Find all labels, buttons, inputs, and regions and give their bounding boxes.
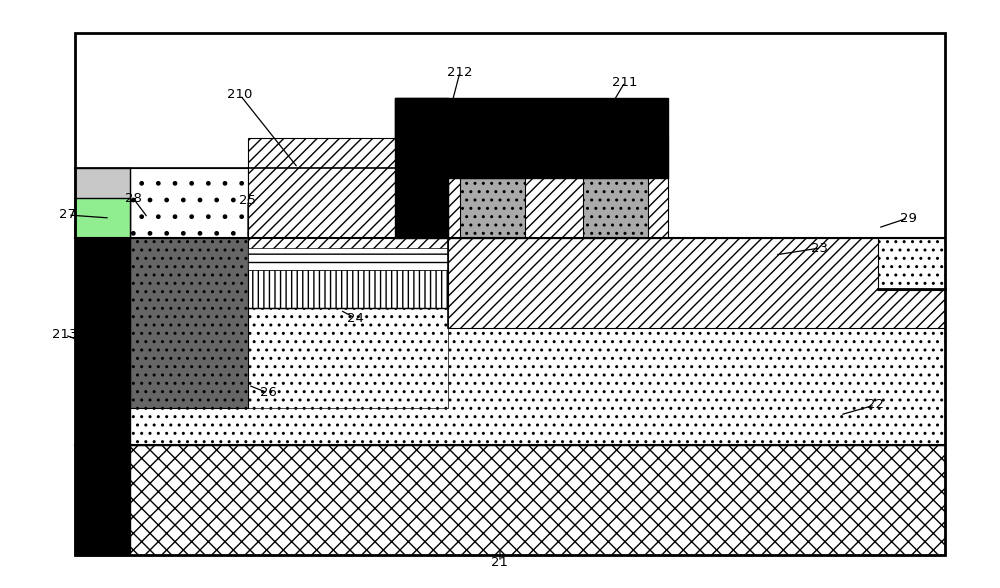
Text: 23: 23 — [812, 242, 828, 255]
Text: 29: 29 — [900, 212, 916, 225]
Bar — [130, 168, 248, 238]
Bar — [248, 238, 448, 408]
Text: 213: 213 — [52, 329, 78, 342]
Text: 26: 26 — [260, 386, 276, 399]
Bar — [395, 98, 668, 138]
Bar — [130, 168, 248, 408]
Bar — [583, 178, 648, 238]
Text: 25: 25 — [240, 193, 256, 206]
Text: 27: 27 — [60, 209, 76, 222]
Text: 212: 212 — [447, 65, 473, 79]
Bar — [448, 138, 668, 238]
Bar — [75, 238, 945, 445]
Bar — [75, 198, 130, 238]
Text: 24: 24 — [347, 312, 363, 325]
Bar — [448, 138, 668, 178]
Text: 210: 210 — [227, 89, 253, 102]
Bar — [878, 238, 945, 290]
Bar — [460, 178, 525, 238]
Text: 211: 211 — [612, 75, 638, 89]
Bar — [248, 248, 448, 270]
Bar — [395, 98, 448, 238]
Text: 22: 22 — [866, 399, 884, 412]
Bar — [248, 138, 448, 270]
Bar — [75, 168, 130, 555]
Bar — [75, 445, 945, 555]
Bar — [75, 168, 130, 238]
Text: 21: 21 — [492, 556, 509, 569]
Bar — [440, 238, 945, 328]
Bar — [248, 268, 448, 308]
Bar — [75, 33, 945, 555]
Text: 28: 28 — [125, 192, 141, 205]
